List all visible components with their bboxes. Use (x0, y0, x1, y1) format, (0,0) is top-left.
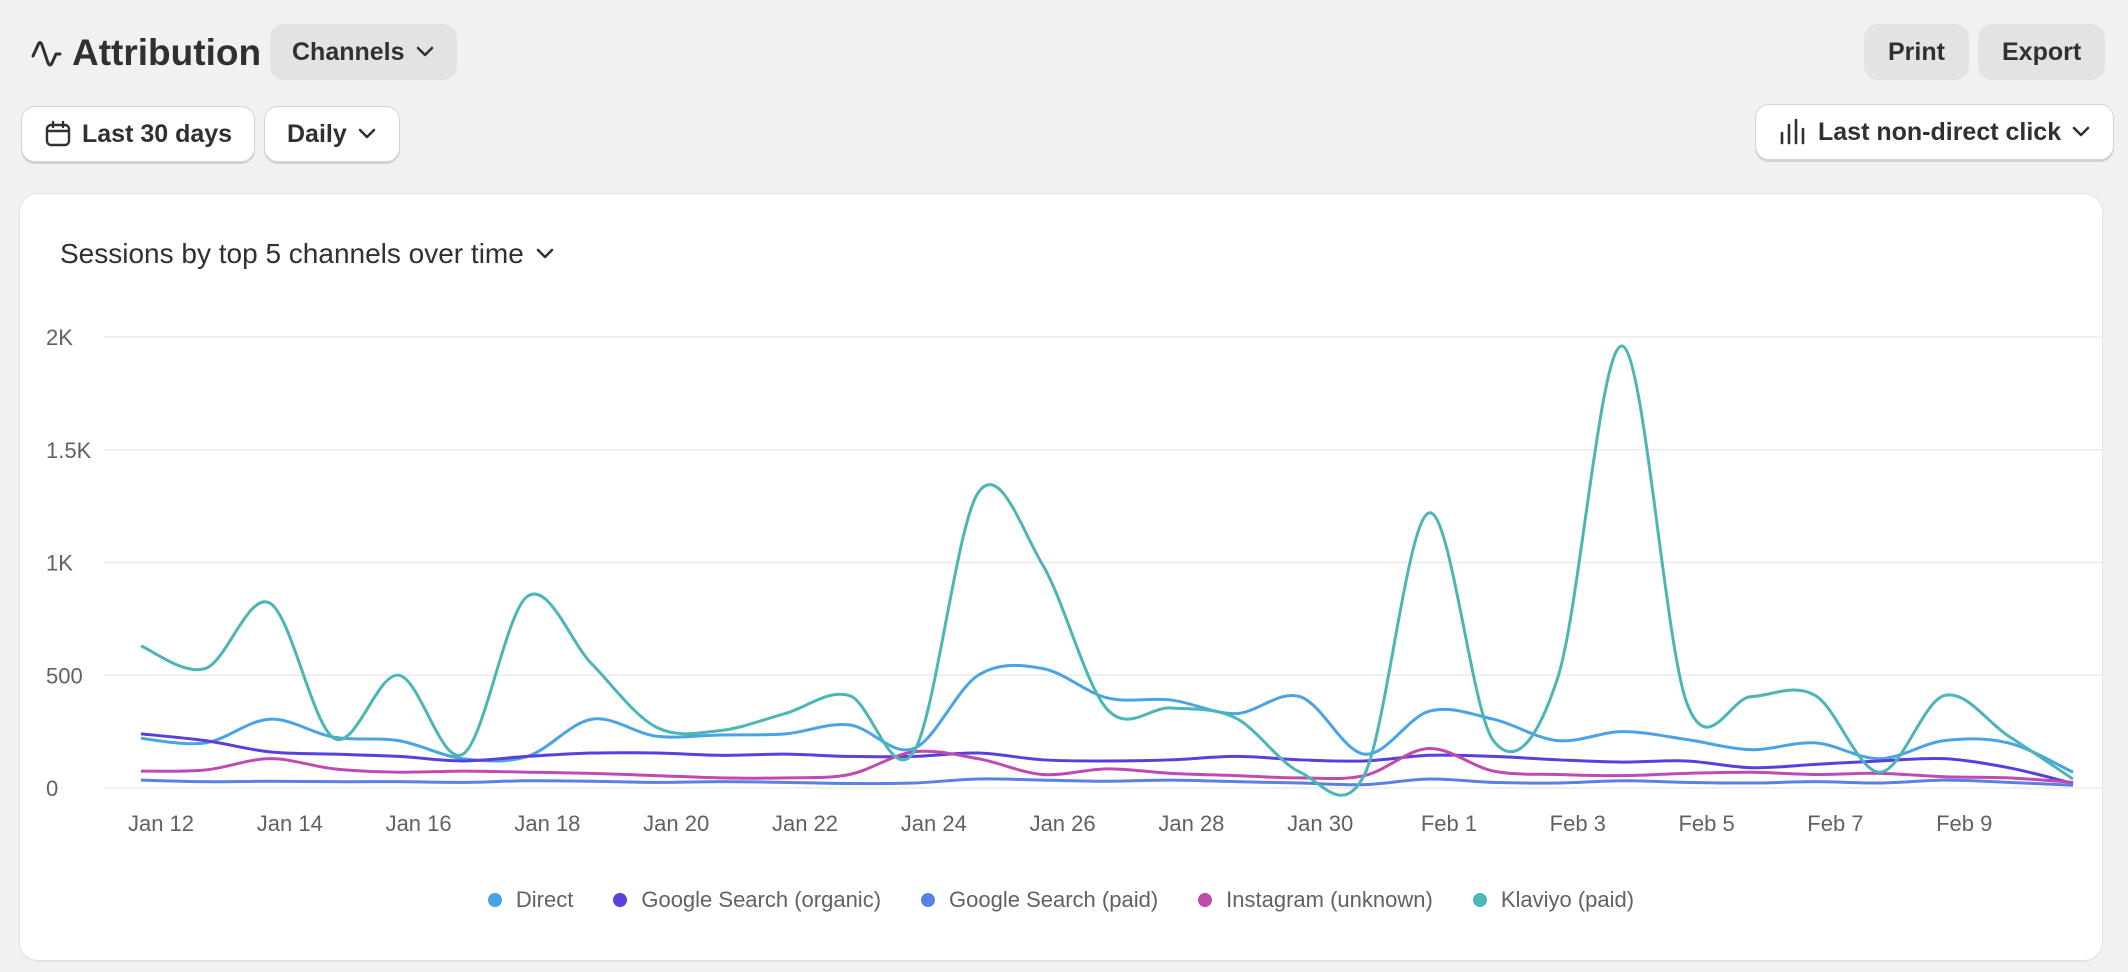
legend-swatch (613, 893, 628, 907)
date-range-label: Last 30 days (82, 119, 233, 148)
legend-label: Instagram (unknown) (1226, 887, 1433, 912)
y-tick-label: 2K (46, 325, 73, 350)
legend-item[interactable]: Google Search (paid) (921, 884, 1158, 916)
x-tick-label: Jan 16 (386, 811, 452, 836)
x-tick-label: Jan 30 (1287, 811, 1353, 836)
page-title: Attribution (72, 32, 262, 73)
chevron-down-icon (358, 128, 376, 139)
legend-item[interactable]: Instagram (unknown) (1198, 884, 1433, 916)
granularity-dropdown[interactable]: Daily (264, 106, 400, 162)
y-axis-ticks: 0 500 1K 1.5K 2K (46, 325, 92, 801)
analytics-pulse-icon (31, 41, 62, 67)
legend-swatch (487, 893, 502, 907)
export-button-label: Export (2002, 37, 2082, 66)
channels-dropdown-label: Channels (292, 37, 405, 66)
channels-dropdown[interactable]: Channels (270, 24, 457, 80)
export-button[interactable]: Export (1978, 24, 2106, 80)
legend-item[interactable]: Klaviyo (paid) (1472, 884, 1635, 916)
series-line-google-search-paid[interactable] (140, 777, 2074, 787)
x-tick-label: Feb 7 (1807, 811, 1863, 836)
chevron-down-icon (416, 46, 433, 57)
page-header: Attribution (30, 28, 261, 78)
chevron-down-icon (2072, 126, 2090, 137)
legend-item[interactable]: Direct (487, 884, 574, 916)
legend-label: Direct (515, 887, 574, 912)
x-tick-label: Feb 9 (1936, 811, 1992, 836)
chart-legend: Direct Google Search (organic) Google Sear… (20, 884, 2102, 916)
y-tick-label: 500 (46, 663, 83, 688)
legend-label: Klaviyo (paid) (1500, 887, 1635, 912)
y-tick-label: 1K (46, 551, 73, 576)
x-tick-label: Jan 22 (772, 811, 838, 836)
print-button[interactable]: Print (1864, 24, 1969, 80)
chart-gridlines (104, 336, 2102, 789)
x-axis-ticks: Jan 12 Jan 14 Jan 16 Jan 18 Jan 20 Jan 22 Jan … (128, 811, 1992, 836)
attribution-model-label: Last non-direct click (1818, 117, 2062, 146)
attribution-model-dropdown[interactable]: Last non-direct click (1755, 104, 2115, 160)
legend-label: Google Search (paid) (949, 887, 1159, 912)
series-line-google-search-organic[interactable] (140, 732, 2074, 785)
x-tick-label: Jan 20 (643, 811, 709, 836)
x-tick-label: Feb 5 (1678, 811, 1734, 836)
legend-label: Google Search (organic) (641, 887, 882, 912)
series-line-direct[interactable] (140, 663, 2074, 774)
bar-chart-icon (1780, 118, 1805, 145)
chart-title: Sessions by top 5 channels over time (60, 238, 524, 269)
series-line-instagram-unknown[interactable] (140, 747, 2074, 784)
print-button-label: Print (1888, 37, 1945, 66)
x-tick-label: Jan 26 (1030, 811, 1096, 836)
x-tick-label: Jan 28 (1158, 811, 1224, 836)
x-tick-label: Jan 24 (901, 811, 967, 836)
chart-metric-dropdown[interactable]: Sessions by top 5 channels over time (60, 234, 554, 274)
y-tick-label: 0 (46, 776, 58, 801)
x-tick-label: Jan 18 (514, 811, 580, 836)
x-tick-label: Feb 3 (1550, 811, 1606, 836)
calendar-icon (45, 120, 71, 147)
series-line-klaviyo-paid[interactable] (140, 344, 2074, 797)
legend-swatch (1472, 893, 1487, 907)
x-tick-label: Jan 14 (257, 811, 323, 836)
granularity-label: Daily (287, 119, 347, 148)
legend-swatch (1198, 893, 1213, 907)
chart-series (140, 344, 2074, 797)
legend-item[interactable]: Google Search (organic) (613, 884, 881, 916)
x-tick-label: Feb 1 (1421, 811, 1477, 836)
date-range-picker[interactable]: Last 30 days (21, 106, 256, 162)
x-tick-label: Jan 12 (128, 811, 194, 836)
legend-swatch (921, 893, 936, 907)
chart-card: Sessions by top 5 channels over time 0 50… (20, 194, 2102, 960)
y-tick-label: 1.5K (46, 438, 92, 463)
chevron-down-icon (536, 248, 554, 259)
